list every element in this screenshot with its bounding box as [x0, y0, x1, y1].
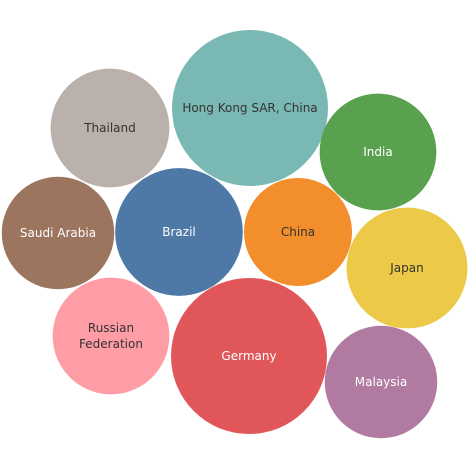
bubble-label-thailand: Thailand [83, 121, 136, 135]
bubble-saudi-arabia[interactable]: Saudi Arabia [1, 176, 115, 290]
bubble-circle-germany[interactable] [171, 278, 327, 434]
bubble-circle-china[interactable] [243, 177, 353, 287]
bubble-china[interactable]: China [243, 177, 353, 287]
bubble-circle-russian-federation[interactable] [52, 277, 170, 395]
bubble-label-malaysia: Malaysia [355, 375, 407, 389]
bubble-circle-hong-kong-sar-china[interactable] [172, 30, 328, 186]
bubble-russian-federation[interactable]: Russian Federation [52, 277, 170, 395]
bubble-circle-india[interactable] [319, 93, 437, 211]
bubble-germany[interactable]: Germany [171, 278, 327, 434]
bubble-circle-malaysia[interactable] [324, 325, 438, 439]
bubble-label-brazil: Brazil [162, 225, 196, 239]
bubble-japan[interactable]: Japan [346, 207, 468, 329]
bubble-label-germany: Germany [221, 349, 276, 363]
bubble-malaysia[interactable]: Malaysia [324, 325, 438, 439]
bubble-label-japan: Japan [389, 261, 423, 275]
bubble-hong-kong-sar-china[interactable]: Hong Kong SAR, China [172, 30, 328, 186]
bubble-circle-brazil[interactable] [115, 168, 243, 296]
bubble-circle-japan[interactable] [346, 207, 468, 329]
bubble-thailand[interactable]: Thailand [50, 68, 170, 188]
bubble-label-hong-kong-sar-china: Hong Kong SAR, China [182, 101, 317, 115]
bubble-brazil[interactable]: Brazil [115, 168, 243, 296]
bubble-label-india: India [363, 145, 392, 159]
bubble-label-china: China [281, 225, 315, 239]
bubble-label-saudi-arabia: Saudi Arabia [20, 226, 96, 240]
bubble-label-russian-federation: Russian Federation [79, 321, 143, 351]
bubble-circle-saudi-arabia[interactable] [1, 176, 115, 290]
bubble-india[interactable]: India [319, 93, 437, 211]
bubble-circle-thailand[interactable] [50, 68, 170, 188]
